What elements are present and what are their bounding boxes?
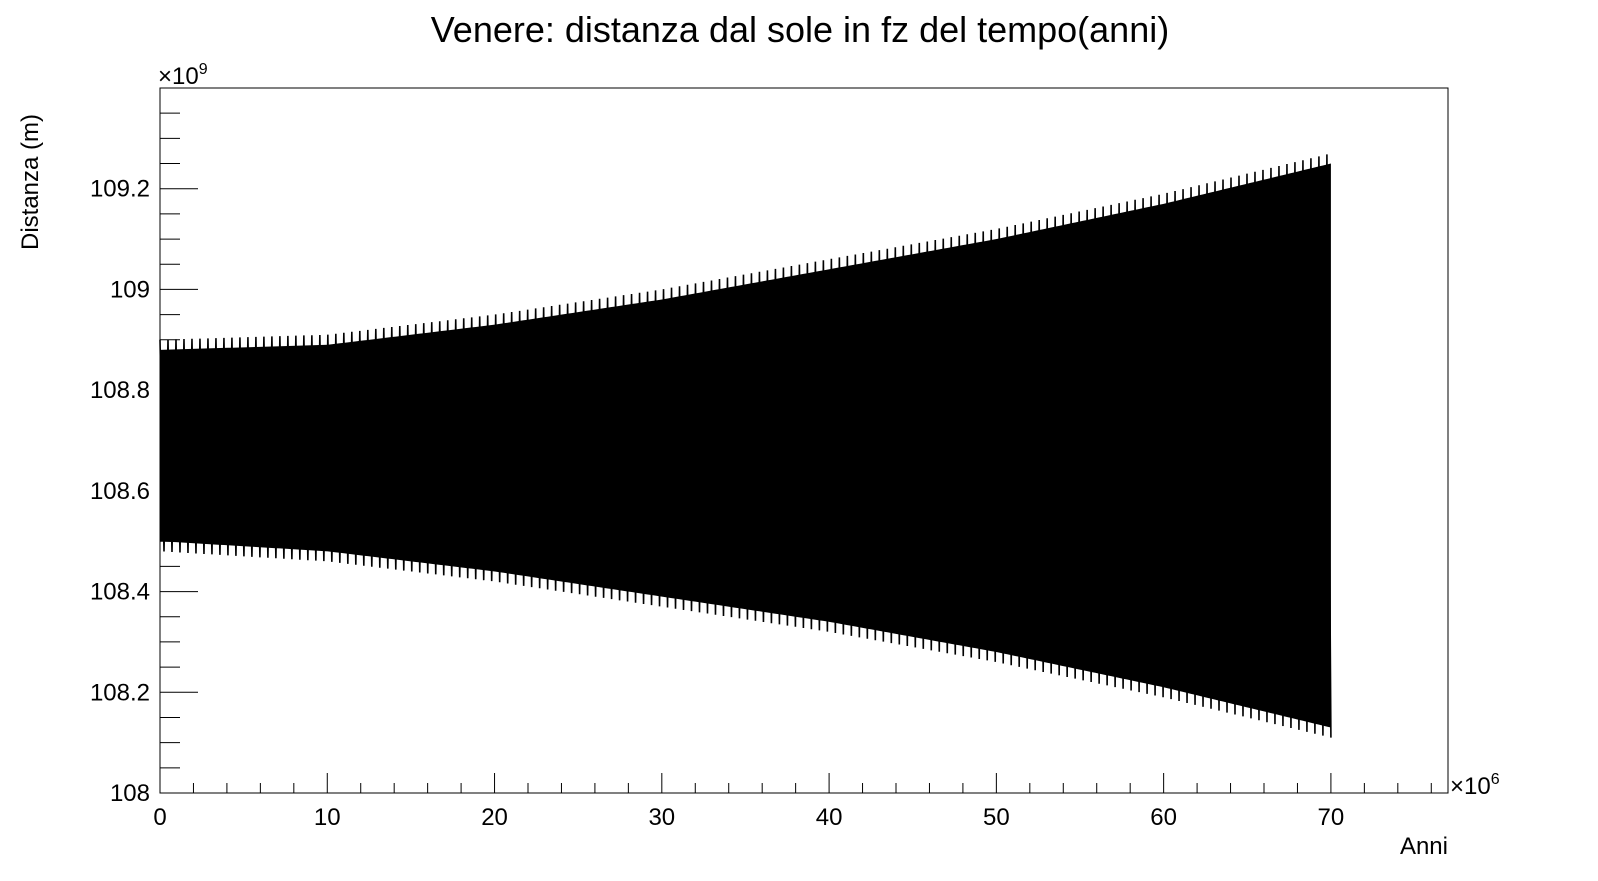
y-tick-label: 108.4 — [90, 579, 150, 606]
y-tick-label: 108.2 — [90, 679, 150, 706]
y-multiplier-base: ×10 — [158, 63, 199, 90]
x-tick-label: 70 — [1318, 804, 1345, 831]
x-tick-label: 30 — [648, 804, 675, 831]
x-multiplier-exponent: 6 — [1491, 771, 1500, 788]
y-multiplier-exponent: 9 — [199, 61, 208, 78]
x-multiplier: ×106 — [1450, 771, 1500, 800]
y-tick-label: 108.6 — [90, 478, 150, 505]
y-axis-label: Distanza (m) — [17, 114, 44, 250]
x-tick-label: 40 — [816, 804, 843, 831]
chart-title: Venere: distanza dal sole in fz del temp… — [431, 9, 1169, 50]
x-multiplier-base: ×10 — [1450, 773, 1491, 800]
y-tick-label: 108 — [110, 780, 150, 807]
plot-series — [159, 154, 1332, 738]
x-tick-label: 10 — [314, 804, 341, 831]
y-multiplier: ×109 — [158, 61, 208, 90]
x-tick-label: 60 — [1150, 804, 1177, 831]
series-band — [160, 163, 1331, 728]
y-tick-label: 109.2 — [90, 176, 150, 203]
x-tick-label: 20 — [481, 804, 508, 831]
y-tick-label: 109 — [110, 276, 150, 303]
x-tick-label: 0 — [153, 804, 166, 831]
x-axis-label: Anni — [1400, 833, 1448, 860]
y-axis: 108 108.2 108.4 108.6 108.8 109 109.2 — [90, 87, 198, 807]
x-axis: 0 10 20 30 40 50 60 70 — [153, 773, 1432, 831]
y-tick-label: 108.8 — [90, 377, 150, 404]
x-tick-label: 50 — [983, 804, 1010, 831]
